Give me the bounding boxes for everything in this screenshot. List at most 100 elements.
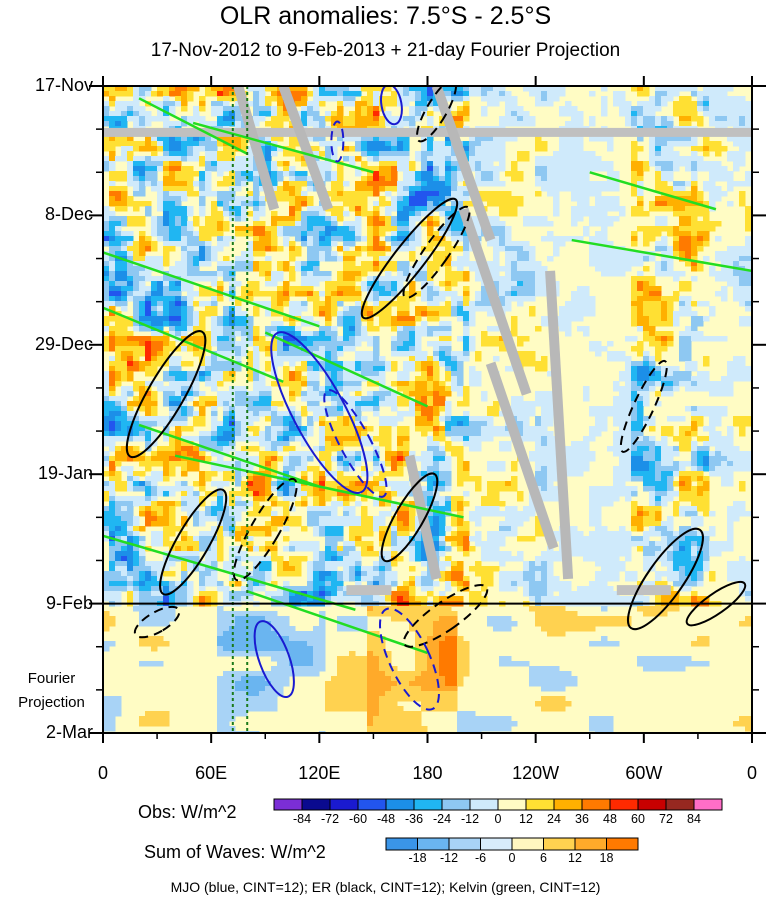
colorbar-label: 12 xyxy=(519,812,533,826)
er-contour xyxy=(232,477,298,582)
colorbar-label: -18 xyxy=(408,851,427,865)
er-contour xyxy=(685,580,747,627)
er-contour xyxy=(415,86,458,143)
colorbar-box xyxy=(553,798,583,811)
reference-lines xyxy=(103,86,752,733)
colorbar-box xyxy=(301,798,331,811)
colorbar-box xyxy=(441,798,471,811)
missing-streak xyxy=(278,86,334,211)
missing-streak xyxy=(233,86,280,211)
missing-block xyxy=(616,585,671,596)
colorbar-box xyxy=(273,798,303,811)
kelvin-contour xyxy=(138,423,320,488)
colorbar-label: -48 xyxy=(376,812,396,826)
mjo-contour xyxy=(270,331,369,494)
colorbar-box xyxy=(329,798,359,811)
mjo-contour xyxy=(330,120,345,163)
colorbar-label: -24 xyxy=(432,812,452,826)
colorbar-label: 84 xyxy=(687,812,701,826)
kelvin-contour xyxy=(138,97,248,155)
colorbar-box xyxy=(606,837,639,851)
y-tick-label: 19-Jan xyxy=(37,463,93,484)
legend-caption: MJO (blue, CINT=12); ER (black, CINT=12)… xyxy=(170,879,601,895)
x-tick-label: 0 xyxy=(97,763,109,783)
er-contour xyxy=(159,488,228,596)
kelvin-contour xyxy=(192,121,374,174)
colorbar-label: 18 xyxy=(599,851,614,865)
colorbar-box xyxy=(385,837,418,851)
missing-streak xyxy=(458,207,532,396)
kelvin-contour xyxy=(103,251,320,328)
colorbar-box xyxy=(609,798,639,811)
colorbar-label: 60 xyxy=(631,812,645,826)
colorbar-label: -6 xyxy=(474,851,487,865)
kelvin-contour xyxy=(589,171,717,211)
y-tick-label: 8-Dec xyxy=(44,204,93,225)
wave-contours xyxy=(103,86,752,711)
colorbar-label: 0 xyxy=(494,812,502,826)
x-tick-label: 120W xyxy=(512,763,560,783)
missing-streak xyxy=(485,361,559,550)
kelvin-contour xyxy=(103,534,356,611)
chart-title: OLR anomalies: 7.5°S - 2.5°S xyxy=(219,2,552,30)
x-tick-label: 60W xyxy=(625,763,663,783)
plot-frame xyxy=(89,76,766,743)
er-contour xyxy=(380,472,439,563)
colorbar-label: 36 xyxy=(575,812,589,826)
colorbar-label: -12 xyxy=(439,851,459,865)
kelvin-contour xyxy=(103,306,284,383)
er-contour xyxy=(360,197,459,320)
colorbar-box xyxy=(665,798,695,811)
projection-label-line2: Projection xyxy=(18,694,85,711)
heatmap-field xyxy=(103,86,752,733)
colorbar-label: -36 xyxy=(404,812,424,826)
mjo-contour xyxy=(253,620,295,698)
y-tick-label: 2-Mar xyxy=(45,722,93,742)
missing-row xyxy=(103,127,752,137)
colorbar-label: -84 xyxy=(292,812,312,826)
colorbar-box xyxy=(511,837,544,851)
colorbars xyxy=(273,798,723,851)
kelvin-contour xyxy=(246,590,428,655)
colorbar-box xyxy=(469,798,499,811)
er-contour xyxy=(125,330,207,459)
x-tick-label: 180 xyxy=(412,763,443,783)
er-contour xyxy=(133,605,181,639)
colorbar-box xyxy=(543,837,576,851)
er-contour xyxy=(402,205,471,299)
missing-block xyxy=(346,585,392,596)
colorbar-box xyxy=(581,798,611,811)
colorbar-box xyxy=(480,837,513,851)
x-tick-label: 120E xyxy=(298,763,341,783)
colorbar-label: 12 xyxy=(568,851,582,865)
y-tick-label: 29-Dec xyxy=(34,333,93,354)
colorbar-box xyxy=(525,798,555,811)
y-tick-label: 9-Feb xyxy=(45,592,93,613)
colorbar-box xyxy=(357,798,387,811)
missing-streak xyxy=(545,270,574,580)
colorbar-box xyxy=(385,798,415,811)
colorbar-box xyxy=(637,798,667,811)
colorbar-title: Sum of Waves: W/m^2 xyxy=(144,842,326,862)
x-tick-label: 60E xyxy=(195,763,228,783)
mjo-contour xyxy=(323,388,388,498)
missing-streak xyxy=(404,454,442,581)
er-contour xyxy=(627,527,704,631)
colorbar-title: Obs: W/m^2 xyxy=(138,802,237,822)
projection-label-line1: Fourier xyxy=(27,670,76,687)
colorbar-box xyxy=(413,798,443,811)
chart-subtitle: 17-Nov-2012 to 9-Feb-2013 + 21-day Fouri… xyxy=(150,40,621,61)
colorbar-label: 24 xyxy=(547,812,561,826)
colorbar-label: 0 xyxy=(508,851,516,865)
y-tick-label: 17-Nov xyxy=(34,75,93,95)
x-tick-label: 0 xyxy=(746,763,758,783)
missing-data-band xyxy=(103,86,752,596)
colorbar-label: -60 xyxy=(348,812,368,826)
colorbar-label: 48 xyxy=(603,812,617,826)
colorbar-label: -12 xyxy=(460,812,480,826)
colorbar-label: 72 xyxy=(659,812,673,826)
colorbar-label: 6 xyxy=(540,851,547,865)
kelvin-contour xyxy=(174,454,464,519)
colorbar-box xyxy=(574,837,607,851)
